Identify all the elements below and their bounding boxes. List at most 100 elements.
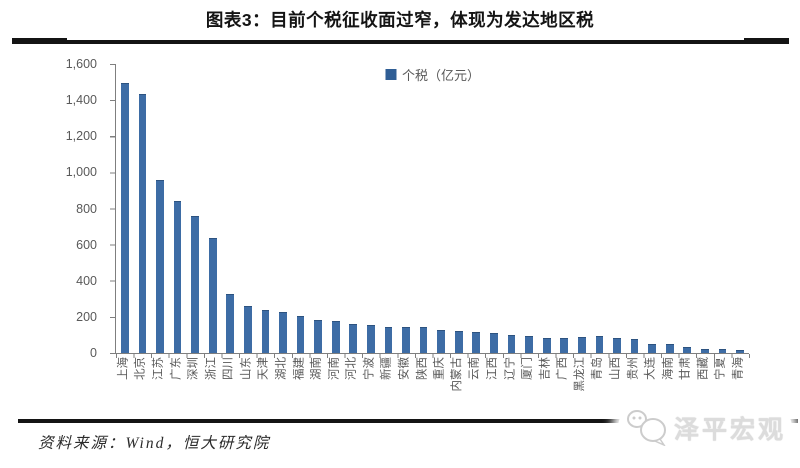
x-label-slot: 河南 [326, 357, 344, 419]
bar [226, 294, 235, 353]
bar [314, 319, 323, 353]
x-label-slot: 广东 [168, 357, 186, 419]
bar-slot [274, 64, 292, 353]
x-label-slot: 青岛 [590, 357, 608, 419]
bar [595, 336, 604, 353]
bar [261, 310, 270, 353]
plot-area: 个税（亿元） [110, 64, 751, 358]
bar-slot [415, 64, 433, 353]
x-tick-label: 辽宁 [504, 357, 517, 380]
y-axis-labels: 1,600 1,400 1,200 1,000 800 600 400 200 0 [0, 57, 107, 360]
bar-slot [257, 64, 275, 353]
y-tick-label: 800 [76, 201, 97, 216]
bar [120, 82, 129, 353]
x-tick-label: 甘肃 [679, 357, 692, 380]
bar-slot [555, 64, 573, 353]
x-tick-label: 吉林 [539, 357, 552, 380]
bar [736, 350, 744, 353]
x-label-slot: 安徽 [396, 357, 414, 419]
x-label-slot: 厦门 [519, 357, 537, 419]
bar [173, 201, 182, 353]
x-tick-label: 重庆 [433, 357, 446, 380]
x-tick-label: 新疆 [380, 357, 393, 380]
bar [701, 348, 709, 353]
x-tick-label: 上海 [117, 357, 130, 380]
bar-slot [520, 64, 538, 353]
x-label-slot: 浙江 [203, 357, 221, 419]
bar [384, 326, 393, 353]
bar [507, 335, 516, 353]
x-tick-label: 陕西 [416, 357, 429, 380]
x-tick-label: 厦门 [521, 357, 534, 380]
bar [437, 330, 446, 353]
bar-slot [116, 64, 134, 353]
bar [665, 343, 674, 353]
bar-slot [485, 64, 503, 353]
x-label-slot: 黑龙江 [572, 357, 590, 419]
x-label-slot: 宁波 [361, 357, 379, 419]
x-tick-label: 深圳 [187, 357, 200, 380]
source-note: 资料来源：Wind，恒大研究院 [38, 435, 271, 452]
bar-slot [309, 64, 327, 353]
x-tick-label: 安徽 [398, 357, 411, 380]
x-tick-label: 青海 [732, 357, 745, 380]
bar [208, 238, 217, 353]
x-tick-label: 河北 [345, 357, 358, 380]
bar-slot [204, 64, 222, 353]
x-label-slot: 辽宁 [502, 357, 520, 419]
bar-slot [450, 64, 468, 353]
bar [490, 333, 498, 353]
bar [542, 337, 551, 353]
bar-slot [345, 64, 363, 353]
x-axis-ticks [116, 354, 751, 358]
bar-slot [397, 64, 415, 353]
bar-slot [292, 64, 310, 353]
bar-slot [643, 64, 661, 353]
x-tick-label: 山东 [240, 357, 253, 380]
x-tick-label: 大连 [644, 357, 657, 380]
x-tick-label: 青岛 [591, 357, 604, 380]
x-tick-label: 河南 [328, 357, 341, 380]
x-label-slot: 山西 [607, 357, 625, 419]
y-tick-label: 1,600 [65, 57, 97, 71]
bar-slot [169, 64, 187, 353]
bar [279, 311, 287, 353]
bar-series [116, 64, 749, 353]
x-tick-label: 北京 [134, 357, 147, 380]
x-tick-label: 广东 [170, 357, 183, 380]
bar-slot [661, 64, 679, 353]
x-label-slot: 北京 [133, 357, 151, 419]
bar [243, 305, 252, 353]
bar-slot [151, 64, 169, 353]
x-tick-label: 海南 [662, 357, 675, 380]
bar [472, 331, 481, 353]
bar-slot [679, 64, 697, 353]
bar-slot [186, 64, 204, 353]
x-label-slot: 广西 [554, 357, 572, 419]
x-tick-label: 四川 [222, 357, 235, 380]
bar [577, 337, 586, 353]
legend: 个税（亿元） [384, 65, 480, 84]
x-tick-label: 宁波 [363, 357, 376, 380]
bar [525, 335, 533, 353]
x-tick-label: 江苏 [152, 357, 165, 380]
bar-slot [696, 64, 714, 353]
x-label-slot: 云南 [467, 357, 485, 419]
bar-slot [608, 64, 626, 353]
x-label-slot: 深圳 [185, 357, 203, 419]
bar [630, 338, 639, 353]
bar-slot [221, 64, 239, 353]
x-label-slot: 湖南 [308, 357, 326, 419]
x-tick-label: 江西 [486, 357, 499, 380]
x-label-slot: 江西 [484, 357, 502, 419]
x-tick-label: 天津 [257, 357, 270, 380]
x-tick-label: 福建 [293, 357, 306, 380]
bar-slot [362, 64, 380, 353]
x-tick-label: 山西 [609, 357, 622, 380]
y-tick-label: 1,200 [65, 129, 97, 144]
bar [296, 316, 305, 353]
y-axis-ticks [110, 64, 115, 354]
x-label-slot: 新疆 [379, 357, 397, 419]
bar [349, 324, 358, 353]
bar [331, 321, 340, 353]
